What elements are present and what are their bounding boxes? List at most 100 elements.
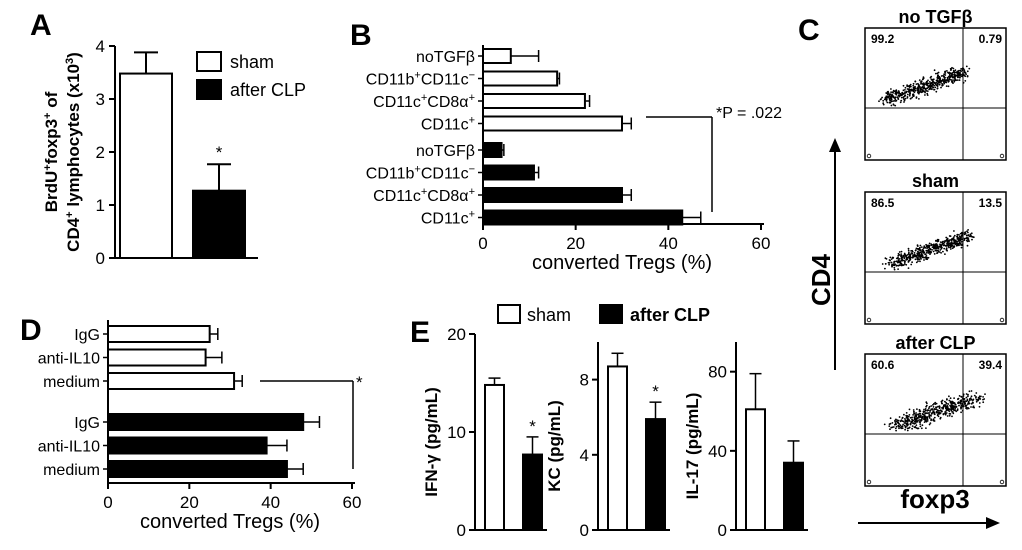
facs-event bbox=[969, 397, 972, 399]
facs-event bbox=[912, 93, 914, 96]
facs-event bbox=[901, 263, 903, 266]
text-segment: CD11b bbox=[366, 166, 415, 183]
facs-title: sham bbox=[912, 171, 959, 191]
facs-event bbox=[962, 81, 965, 84]
text-segment: + bbox=[414, 164, 420, 176]
facs-event bbox=[948, 399, 951, 402]
bar bbox=[645, 418, 666, 531]
facs-event bbox=[950, 403, 953, 405]
facs-event bbox=[924, 247, 927, 249]
facs-event bbox=[949, 400, 952, 403]
facs-event bbox=[929, 409, 932, 412]
facs-event bbox=[924, 253, 926, 256]
facs-event bbox=[949, 248, 952, 250]
facs-event bbox=[910, 250, 912, 252]
facs-event bbox=[952, 238, 955, 241]
legend-label-after-clp: after CLP bbox=[630, 305, 710, 325]
facs-event bbox=[890, 104, 893, 107]
facs-event bbox=[967, 229, 969, 231]
facs-event bbox=[961, 403, 964, 406]
facs-event bbox=[909, 253, 912, 256]
facs-event bbox=[928, 417, 931, 419]
category-label: CD11b+CD11c− bbox=[366, 164, 475, 183]
facs-event bbox=[955, 71, 957, 74]
facs-event bbox=[915, 427, 918, 429]
bar bbox=[522, 453, 543, 532]
facs-event bbox=[908, 86, 911, 88]
facs-event bbox=[930, 412, 933, 415]
facs-event bbox=[933, 253, 936, 255]
facs-event bbox=[946, 242, 948, 245]
facs-event bbox=[925, 404, 928, 407]
facs-event bbox=[925, 427, 927, 429]
facs-event bbox=[932, 419, 935, 422]
facs-event bbox=[953, 405, 956, 407]
facs-event bbox=[970, 395, 973, 398]
facs-event bbox=[932, 404, 934, 406]
facs-event bbox=[907, 256, 909, 259]
facs-event bbox=[919, 88, 922, 91]
facs-event bbox=[944, 400, 946, 403]
facs-event bbox=[890, 91, 892, 94]
facs-event bbox=[893, 268, 896, 271]
y-tick-label: 10 bbox=[447, 423, 466, 442]
facs-event bbox=[887, 261, 890, 264]
category-label: anti-IL10 bbox=[38, 439, 100, 456]
facs-event bbox=[948, 242, 950, 245]
facs-event bbox=[953, 409, 956, 412]
facs-event bbox=[906, 96, 909, 98]
significance-star: * bbox=[529, 417, 536, 436]
facs-event bbox=[935, 90, 938, 93]
legend-swatch-sham bbox=[196, 51, 222, 72]
bar bbox=[484, 383, 505, 531]
facs-event bbox=[902, 420, 905, 423]
y-tick-label: 0 bbox=[96, 249, 105, 268]
facs-event bbox=[961, 409, 964, 412]
facs-event bbox=[954, 407, 956, 410]
facs-event bbox=[953, 397, 955, 399]
facs-event bbox=[945, 81, 948, 84]
facs-event bbox=[925, 90, 928, 92]
facs-event bbox=[953, 72, 956, 74]
text-segment: CD11c bbox=[373, 188, 421, 205]
facs-event bbox=[929, 422, 932, 424]
facs-event bbox=[937, 81, 940, 84]
facs-event bbox=[968, 67, 971, 70]
facs-event bbox=[915, 424, 918, 426]
facs-event bbox=[953, 234, 956, 237]
facs-event bbox=[902, 423, 904, 426]
facs-event bbox=[918, 92, 920, 95]
facs-event bbox=[965, 239, 968, 242]
panel-letter-c: C bbox=[798, 14, 820, 47]
text-segment: noTGFβ bbox=[416, 49, 475, 66]
facs-event bbox=[931, 408, 934, 410]
bar bbox=[107, 348, 207, 367]
facs-event bbox=[888, 425, 891, 427]
panel-letter-b: B bbox=[350, 19, 372, 52]
facs-event bbox=[898, 251, 901, 253]
facs-event bbox=[967, 403, 969, 405]
facs-event bbox=[971, 238, 973, 241]
facs-event bbox=[950, 245, 952, 248]
facs-event bbox=[960, 411, 962, 414]
facs-event bbox=[964, 71, 967, 74]
facs-event bbox=[962, 397, 965, 400]
facs-event bbox=[904, 418, 906, 420]
facs-event bbox=[897, 264, 899, 267]
facs-event bbox=[935, 81, 937, 84]
facs-event bbox=[948, 246, 950, 249]
facs-event bbox=[962, 67, 965, 70]
facs-event bbox=[947, 85, 950, 88]
facs-event bbox=[919, 260, 921, 263]
facs-event bbox=[920, 246, 923, 249]
facs-event bbox=[941, 241, 944, 243]
facs-event bbox=[907, 267, 910, 269]
facs-event bbox=[882, 99, 885, 102]
facs-event bbox=[963, 237, 966, 240]
facs-event bbox=[904, 97, 907, 100]
facs-event bbox=[970, 232, 973, 235]
facs-event bbox=[898, 264, 901, 267]
facs-event bbox=[890, 88, 892, 90]
facs-event bbox=[956, 76, 959, 79]
